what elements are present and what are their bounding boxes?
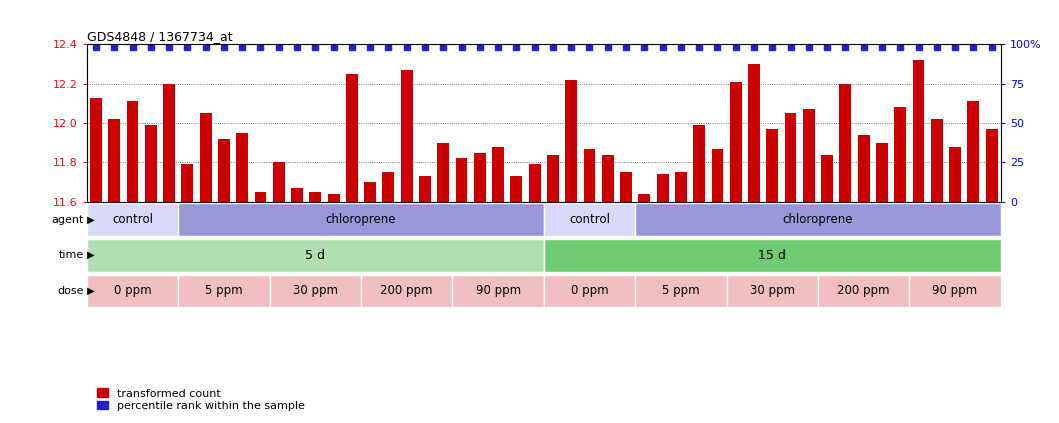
Bar xyxy=(382,172,394,202)
Text: 0 ppm: 0 ppm xyxy=(571,284,608,297)
Bar xyxy=(346,74,358,202)
Bar xyxy=(544,239,1001,272)
Text: 5 d: 5 d xyxy=(305,249,325,262)
Bar xyxy=(548,154,559,202)
Bar xyxy=(726,275,818,308)
Bar xyxy=(818,275,910,308)
Bar xyxy=(87,275,178,308)
Bar xyxy=(748,64,760,202)
Bar xyxy=(876,143,887,202)
Bar xyxy=(986,129,998,202)
Text: ▶: ▶ xyxy=(84,250,94,260)
Bar xyxy=(87,239,544,272)
Bar xyxy=(145,125,157,202)
Text: control: control xyxy=(112,213,154,226)
Bar xyxy=(492,147,504,202)
Bar xyxy=(254,192,267,202)
Bar xyxy=(584,148,595,202)
Text: 15 d: 15 d xyxy=(758,249,786,262)
Text: agent: agent xyxy=(52,214,84,225)
Bar xyxy=(361,275,452,308)
Bar xyxy=(910,275,1001,308)
Text: 5 ppm: 5 ppm xyxy=(205,284,243,297)
Bar xyxy=(858,135,869,202)
Bar xyxy=(602,154,614,202)
Text: 5 ppm: 5 ppm xyxy=(662,284,700,297)
Bar xyxy=(639,194,650,202)
Bar xyxy=(931,119,943,202)
Bar xyxy=(163,84,175,202)
Bar xyxy=(803,109,814,202)
Bar xyxy=(419,176,431,202)
Bar xyxy=(218,139,230,202)
Bar xyxy=(675,172,687,202)
Text: chloroprene: chloroprene xyxy=(326,213,396,226)
Bar xyxy=(694,125,705,202)
Legend: transformed count, percentile rank within the sample: transformed count, percentile rank withi… xyxy=(92,384,309,415)
Bar xyxy=(327,194,340,202)
Bar xyxy=(657,174,668,202)
Bar xyxy=(968,102,980,202)
Bar xyxy=(544,203,635,236)
Bar xyxy=(90,98,102,202)
Bar xyxy=(181,165,194,202)
Bar xyxy=(291,188,303,202)
Bar xyxy=(544,275,635,308)
Text: 90 ppm: 90 ppm xyxy=(475,284,521,297)
Text: 30 ppm: 30 ppm xyxy=(293,284,338,297)
Bar xyxy=(635,275,726,308)
Text: 30 ppm: 30 ppm xyxy=(750,284,794,297)
Bar xyxy=(566,80,577,202)
Bar xyxy=(127,102,139,202)
Bar xyxy=(840,84,851,202)
Text: 90 ppm: 90 ppm xyxy=(933,284,977,297)
Bar xyxy=(270,275,361,308)
Text: control: control xyxy=(569,213,610,226)
Bar xyxy=(437,143,449,202)
Bar xyxy=(510,176,522,202)
Text: 200 ppm: 200 ppm xyxy=(838,284,890,297)
Text: 0 ppm: 0 ppm xyxy=(113,284,151,297)
Bar xyxy=(364,182,376,202)
Text: dose: dose xyxy=(57,286,84,296)
Bar xyxy=(913,60,925,202)
Text: ▶: ▶ xyxy=(84,286,94,296)
Bar xyxy=(712,148,723,202)
Bar xyxy=(894,107,907,202)
Text: time: time xyxy=(59,250,84,260)
Bar xyxy=(236,133,248,202)
Bar xyxy=(635,203,1001,236)
Bar xyxy=(178,203,544,236)
Text: chloroprene: chloroprene xyxy=(783,213,854,226)
Bar xyxy=(821,154,833,202)
Bar xyxy=(108,119,120,202)
Bar xyxy=(200,113,212,202)
Bar xyxy=(767,129,778,202)
Bar xyxy=(455,159,467,202)
Text: GDS4848 / 1367734_at: GDS4848 / 1367734_at xyxy=(87,30,233,43)
Bar xyxy=(528,165,540,202)
Bar xyxy=(621,172,632,202)
Text: 200 ppm: 200 ppm xyxy=(380,284,433,297)
Bar xyxy=(785,113,796,202)
Bar xyxy=(452,275,544,308)
Text: ▶: ▶ xyxy=(84,214,94,225)
Bar xyxy=(178,275,270,308)
Bar xyxy=(730,82,741,202)
Bar xyxy=(87,203,178,236)
Bar xyxy=(273,162,285,202)
Bar xyxy=(473,153,486,202)
Bar xyxy=(400,70,413,202)
Bar xyxy=(949,147,961,202)
Bar xyxy=(309,192,321,202)
